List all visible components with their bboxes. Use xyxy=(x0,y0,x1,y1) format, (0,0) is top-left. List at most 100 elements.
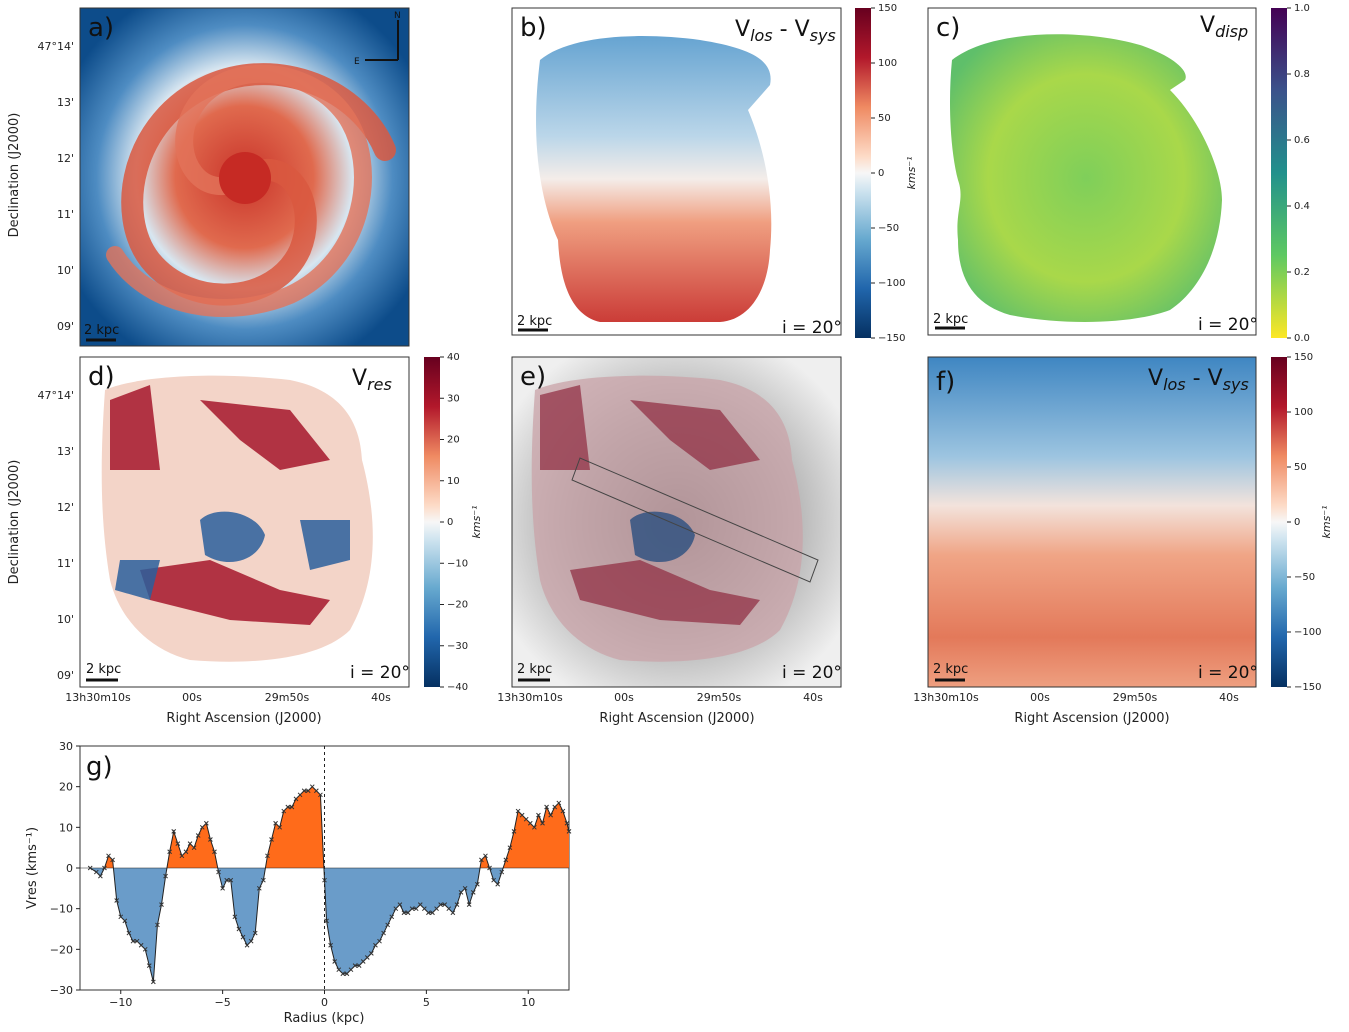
dec-tick-label: 13' xyxy=(57,445,74,458)
overlay-arm-blue-e xyxy=(630,511,695,563)
colorbar-f-tick-label: 50 xyxy=(1294,462,1307,473)
chart-g-point xyxy=(499,869,505,875)
chart-g-point xyxy=(450,910,456,916)
panel-e-label: e) xyxy=(520,362,546,392)
ra-tick-label: 29m50s xyxy=(265,691,310,704)
dec-tick-label: 12' xyxy=(57,501,74,514)
chart-g-point xyxy=(216,869,221,875)
chart-g-point xyxy=(252,930,258,936)
chart-g-point xyxy=(377,938,382,944)
panel-g: −10 −5 0 5 10 30 20 10 0 −10 −20 −30 g) Radius (kpc… xyxy=(25,740,572,1026)
chart-g-point xyxy=(130,938,136,944)
chart-g-point xyxy=(171,829,177,834)
inclination-c: i = 20° xyxy=(1198,315,1258,335)
inclination-d: i = 20° xyxy=(350,663,410,683)
chart-g-point xyxy=(348,967,354,973)
colorbar-b: 150 100 50 0 −50 −100 −150 kms⁻¹ xyxy=(855,3,918,344)
chart-g-point xyxy=(228,877,234,883)
chart-g-point xyxy=(195,833,201,838)
colorbar-d-unit: kms⁻¹ xyxy=(470,505,483,538)
chart-g-point xyxy=(527,820,533,826)
panel-c: c) Vdisp 2 kpc i = 20° xyxy=(927,7,1258,336)
chart-g-point xyxy=(118,914,124,920)
chart-g-xtick-label: 0 xyxy=(321,996,328,1009)
chart-g-point xyxy=(269,837,274,842)
dec-tick-label: 13' xyxy=(57,96,74,109)
chart-g-point xyxy=(552,804,558,810)
scale-label-c: 2 kpc xyxy=(933,312,968,327)
panel-c-label: c) xyxy=(936,13,960,43)
galaxy-core-a xyxy=(219,152,271,204)
ra-tick-label: 00s xyxy=(614,691,634,704)
chart-g-point xyxy=(301,788,307,794)
panel-b-label: b) xyxy=(520,13,547,43)
compass-n: N xyxy=(394,11,401,21)
panel-d-label: d) xyxy=(88,362,115,392)
chart-g-point xyxy=(442,902,448,907)
colorbar-c-tick-label: 0.2 xyxy=(1294,267,1310,278)
chart-g-point xyxy=(340,971,346,977)
colorbar-f-tick-label: 150 xyxy=(1294,352,1313,363)
chart-g-point xyxy=(523,816,529,822)
chart-g-point xyxy=(438,902,443,907)
ra-tick-label: 13h30m10s xyxy=(65,691,131,704)
colorbar-c-tick-label: 0.8 xyxy=(1294,69,1310,80)
chart-g-point xyxy=(324,918,329,924)
panel-a-label: a) xyxy=(88,13,114,43)
chart-g-point xyxy=(273,820,278,826)
chart-g-point xyxy=(256,885,262,891)
chart-g-point xyxy=(556,800,562,806)
chart-g-point xyxy=(328,942,333,948)
chart-g-ytick-label: 0 xyxy=(66,862,73,875)
chart-g-xtick-label: 10 xyxy=(521,996,535,1009)
scale-label-d: 2 kpc xyxy=(86,662,121,677)
chart-g-point xyxy=(360,959,366,964)
panel-c-title: Vdisp xyxy=(1200,13,1248,41)
colorbar-f-ticks: 150 100 50 0 −50 −100 −150 xyxy=(1287,352,1321,693)
chart-g-point xyxy=(293,796,299,802)
chart-g-point xyxy=(248,938,254,944)
colorbar-f-tick-label: −150 xyxy=(1294,682,1321,693)
chart-g-point xyxy=(511,829,517,834)
chart-g-point xyxy=(393,906,399,912)
ra-tick-label: 13h30m10s xyxy=(913,691,979,704)
dec-tick-label: 12' xyxy=(57,152,74,165)
chart-g-point xyxy=(479,857,484,863)
colorbar-b-tick-label: −50 xyxy=(878,223,899,234)
panel-a: a) N E 2 kpc xyxy=(79,7,410,347)
chart-g-point xyxy=(175,841,181,846)
colorbar-d-tick-label: 0 xyxy=(447,517,453,528)
velocity-field-b xyxy=(536,36,772,322)
compass-e: E xyxy=(354,57,360,67)
panel-b-title: Vlos - Vsys xyxy=(735,17,836,45)
chart-g-point xyxy=(474,881,480,887)
scale-label-a: 2 kpc xyxy=(84,323,119,338)
chart-g-point xyxy=(544,804,549,810)
chart-g-point xyxy=(98,873,103,879)
panel-d-title: Vres xyxy=(352,366,392,394)
chart-g-point xyxy=(548,812,554,818)
ra-tick-label: 40s xyxy=(1219,691,1239,704)
colorbar-d-tick-label: −30 xyxy=(447,641,468,652)
chart-g-point xyxy=(462,885,468,891)
colorbar-b-tick-label: −150 xyxy=(878,333,905,344)
chart-g-point xyxy=(503,857,509,863)
chart-g-point xyxy=(318,792,323,798)
chart-g-point xyxy=(93,869,99,875)
chart-g-point xyxy=(114,898,120,903)
chart-g-point xyxy=(289,804,295,810)
chart-g-point xyxy=(344,971,350,977)
chart-g-point xyxy=(430,910,435,916)
chart-g-point xyxy=(212,849,217,855)
chart-g-xtick-label: −10 xyxy=(109,996,132,1009)
chart-g-point xyxy=(434,906,439,912)
panel-f-title: Vlos - Vsys xyxy=(1148,366,1249,394)
chart-g-point xyxy=(183,849,189,855)
colorbar-d-tick-label: −10 xyxy=(447,558,468,569)
chart-g-point xyxy=(446,906,452,912)
chart-g-point xyxy=(281,808,287,814)
dec-tick-label: 11' xyxy=(57,208,74,221)
chart-g-point xyxy=(536,812,541,818)
chart-g-point xyxy=(401,910,407,916)
chart-g-point xyxy=(224,877,230,883)
